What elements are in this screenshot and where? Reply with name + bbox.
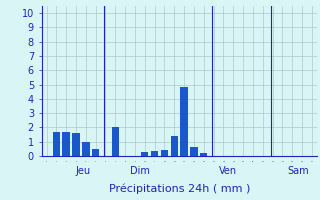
Bar [190, 147, 198, 156]
Text: Dim: Dim [130, 166, 150, 176]
Bar [171, 136, 178, 156]
Bar [180, 87, 188, 156]
Bar [53, 132, 60, 156]
Bar [72, 133, 80, 156]
Bar [151, 151, 158, 156]
Text: Ven: Ven [219, 166, 236, 176]
Bar [112, 127, 119, 156]
Bar [161, 150, 168, 156]
Text: Sam: Sam [287, 166, 309, 176]
Bar [200, 153, 207, 156]
Bar [62, 132, 70, 156]
Bar [82, 142, 90, 156]
Text: Précipitations 24h ( mm ): Précipitations 24h ( mm ) [108, 183, 250, 194]
Bar [141, 152, 148, 156]
Text: Jeu: Jeu [75, 166, 90, 176]
Bar [92, 149, 99, 156]
